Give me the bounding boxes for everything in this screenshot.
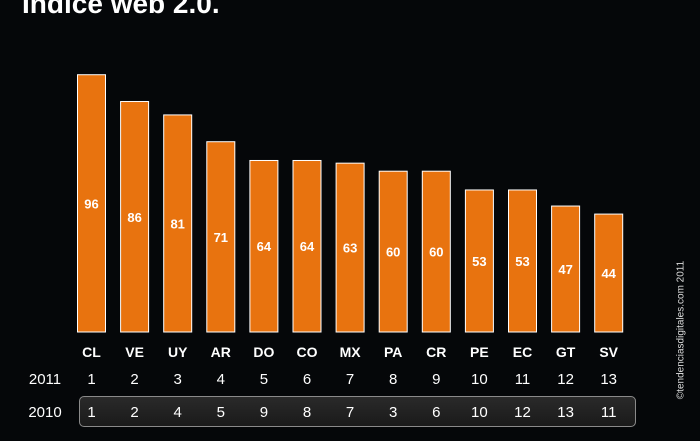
value-label-ec: 53 — [515, 254, 529, 269]
ranking-2010-uy: 4 — [174, 404, 182, 421]
ranking-2010-co: 8 — [303, 404, 311, 421]
category-labels-group: CL VE UY AR DO CO MX PA CR PE EC GT SV — [82, 344, 619, 360]
category-label-gt: GT — [556, 344, 576, 360]
bar-pa — [378, 170, 408, 333]
bar-ar — [206, 141, 236, 333]
value-label-uy: 81 — [170, 216, 184, 231]
bar-do — [249, 159, 279, 333]
bar-cl — [77, 74, 106, 333]
category-label-cl: CL — [82, 344, 101, 360]
value-label-gt: 47 — [558, 262, 572, 277]
bar-uy — [163, 114, 193, 333]
value-label-ar: 71 — [214, 230, 228, 245]
ranking-2010-cr: 6 — [432, 404, 440, 421]
ranking-2011-ec: 11 — [515, 371, 531, 388]
value-labels-group: 96 86 81 71 64 64 63 60 60 53 53 47 44 — [84, 196, 616, 281]
category-label-ec: EC — [513, 344, 532, 360]
category-label-co: CO — [297, 344, 318, 360]
ranking-2010-cl: 1 — [87, 404, 95, 421]
bar-gt — [551, 205, 581, 333]
ranking-2011-sv: 13 — [600, 371, 617, 388]
category-label-ar: AR — [211, 344, 231, 360]
ranking-2010-ec: 12 — [514, 404, 531, 421]
bar-sv — [594, 213, 624, 333]
ranking-2011-ar: 4 — [217, 371, 225, 388]
value-label-mx: 63 — [343, 241, 357, 256]
category-label-pa: PA — [384, 344, 402, 360]
ranking-2011-cl: 1 — [87, 371, 95, 388]
ranking-2011-gt: 12 — [557, 371, 574, 388]
value-label-ve: 86 — [127, 210, 141, 225]
bar-mx — [335, 162, 365, 333]
bar-ec — [508, 189, 537, 333]
bars-group — [77, 74, 624, 333]
bar-co — [292, 159, 322, 333]
ranking-2011-ve: 2 — [130, 371, 138, 388]
value-label-co: 64 — [300, 239, 315, 254]
ranking-2010-box — [79, 396, 636, 427]
ranking-2011-co: 6 — [303, 371, 311, 388]
ranking-2011-pe: 10 — [471, 371, 488, 388]
ranking-2011-mx: 7 — [346, 371, 354, 388]
category-label-pe: PE — [470, 344, 489, 360]
ranking-2010-gt: 13 — [557, 404, 574, 421]
bar-pe — [464, 189, 494, 333]
ranking-2010-sv: 11 — [601, 404, 617, 421]
category-label-uy: UY — [168, 344, 188, 360]
ranking-2010-do: 9 — [260, 404, 268, 421]
category-label-ve: VE — [125, 344, 144, 360]
category-label-cr: CR — [426, 344, 446, 360]
ranking-year-label-2011: 2011 — [29, 371, 61, 388]
ranking-2010-pe: 10 — [471, 404, 488, 421]
bar-cr — [421, 170, 451, 333]
value-label-sv: 44 — [601, 266, 616, 281]
category-label-do: DO — [253, 344, 274, 360]
bar-ve — [120, 101, 150, 333]
ranking-2010-ar: 5 — [217, 404, 225, 421]
ranking-2011-cr: 9 — [432, 371, 440, 388]
value-label-cr: 60 — [429, 245, 443, 260]
ranking-2011-pa: 8 — [389, 371, 397, 388]
value-label-pe: 53 — [472, 254, 486, 269]
ranking-year-label-2010: 2010 — [28, 404, 61, 421]
value-label-do: 64 — [257, 239, 272, 254]
ranking-2010-mx: 7 — [346, 404, 354, 421]
category-label-mx: MX — [340, 344, 362, 360]
category-label-sv: SV — [599, 344, 618, 360]
value-label-cl: 96 — [84, 196, 98, 211]
ranking-2011-do: 5 — [260, 371, 268, 388]
ranking-2010-ve: 2 — [130, 404, 138, 421]
value-label-pa: 60 — [386, 245, 400, 260]
chart-title: Índice web 2.0. — [22, 0, 220, 19]
ranking-2010-pa: 3 — [389, 404, 397, 421]
ranking-2011-uy: 3 — [174, 371, 182, 388]
copyright-credit: ©tendenciasdigitales.com 2011 — [675, 260, 687, 400]
